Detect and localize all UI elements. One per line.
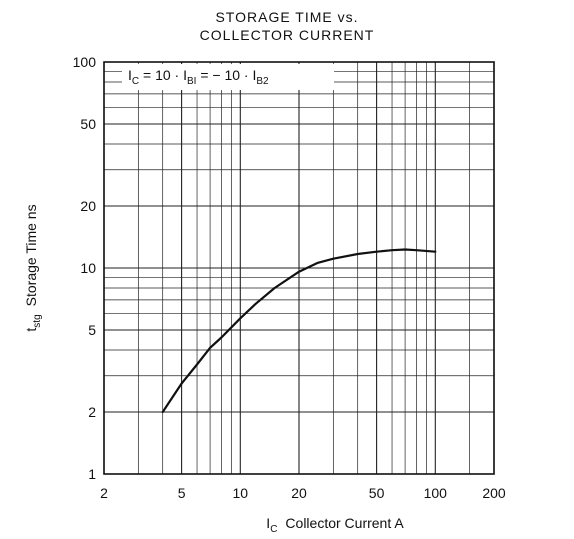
x-tick-label: 50: [369, 485, 385, 501]
x-tick-label: 2: [100, 485, 108, 501]
y-tick-label: 20: [80, 198, 96, 214]
y-tick-labels: 1 2 5 10 20 50 100: [73, 54, 97, 482]
y-tick-label: 100: [73, 54, 97, 70]
chart-title-line2: COLLECTOR CURRENT: [200, 27, 375, 43]
chart-title-line1: STORAGE TIME vs.: [215, 9, 358, 25]
x-tick-label: 5: [178, 485, 186, 501]
y-tick-label: 10: [80, 260, 96, 276]
y-tick-label: 1: [88, 466, 96, 482]
grid: [103, 62, 495, 475]
plot-frame: [103, 61, 495, 475]
x-axis-label: IC Collector Current A: [266, 515, 404, 535]
x-tick-label: 20: [291, 485, 307, 501]
x-tick-labels: 2 5 10 20 50 100 200: [100, 485, 506, 501]
series-curve: [161, 248, 437, 414]
x-tick-label: 100: [424, 485, 448, 501]
y-tick-label: 50: [80, 116, 96, 132]
annotation-background: [122, 64, 334, 90]
y-tick-label: 5: [88, 322, 96, 338]
y-tick-label: 2: [88, 404, 96, 420]
x-tick-label: 200: [482, 485, 506, 501]
x-tick-label: 10: [233, 485, 249, 501]
condition-annotation: IC = 10 · IBI = − 10 · IB2: [128, 67, 269, 87]
y-axis-label: tstgStorage Time ns: [23, 204, 43, 331]
